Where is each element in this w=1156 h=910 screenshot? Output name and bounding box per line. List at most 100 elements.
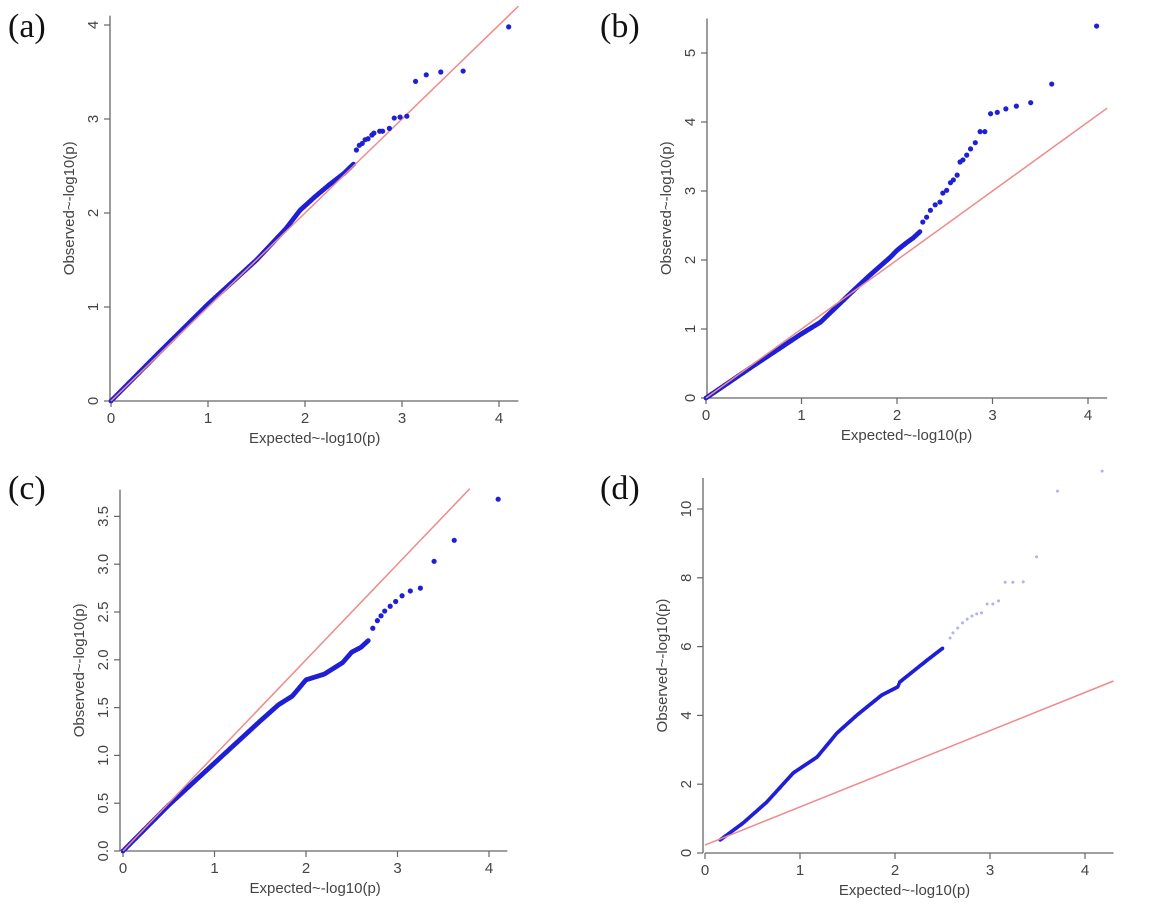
qq-point-tail (359, 140, 365, 147)
qq-point-tail (940, 190, 946, 196)
qq-point-tail (387, 603, 393, 609)
y-tick-label: 2 (85, 209, 102, 217)
qq-point-tail (365, 136, 371, 142)
qq-point-tail (965, 617, 969, 621)
x-tick-label: 3 (988, 407, 996, 424)
qq-point-tail (1028, 100, 1034, 106)
qq-point-tail (407, 588, 413, 594)
y-tick-label: 10 (678, 501, 695, 518)
panel-d: (d) 0 1 2 3 4 0 2 4 6 8 10 Expected~-log10(p) Observ… (578, 455, 1156, 910)
qq-point-tail (1035, 555, 1039, 559)
qq-point-tail (399, 593, 405, 599)
panel-b: (b) 0 1 2 3 4 0 1 2 3 4 5 Expected~-log10(p) Observe… (578, 0, 1156, 455)
y-tick-label: 2 (682, 256, 699, 264)
qq-point-tail (386, 125, 392, 131)
x-axis-title: Expected~-log10(p) (841, 427, 972, 444)
qq-point-tail (964, 152, 970, 158)
qq-point-tail (920, 219, 926, 225)
reference-line (122, 488, 471, 852)
qq-point-tail (495, 496, 501, 502)
qq-plot-d: 0 1 2 3 4 0 2 4 6 8 10 Expected~-log10(p) Observed~-… (654, 469, 1114, 899)
y-tick-label: 2.0 (95, 649, 112, 670)
panel-label-d: (d) (600, 470, 640, 507)
qq-point-tail (994, 109, 1000, 115)
qq-point-tail (1021, 580, 1025, 584)
qq-point-tail (970, 614, 974, 618)
x-tick-label: 2 (893, 407, 901, 424)
y-axis-title: Observed~-log10(p) (654, 599, 671, 733)
x-tick-label: 4 (1084, 407, 1092, 424)
qq-point-tail (393, 598, 399, 605)
qq-point-tail (391, 115, 397, 121)
y-axis-title: Observed~-log10(p) (71, 603, 88, 737)
x-tick-label: 3 (393, 860, 401, 877)
qq-point-tail (956, 626, 960, 630)
y-tick-label: 3.0 (95, 554, 112, 575)
x-axis-title: Expected~-log10(p) (249, 430, 380, 447)
qq-point-tail (985, 602, 989, 606)
y-tick-label: 8 (678, 574, 695, 582)
qq-point-tail (1055, 489, 1059, 493)
reference-line (110, 5, 519, 402)
y-tick-label: 2.5 (95, 602, 112, 623)
x-tick-label: 1 (797, 407, 805, 424)
qq-point-tail (380, 128, 386, 134)
y-tick-label: 3.5 (95, 506, 112, 527)
x-tick-label: 4 (1081, 862, 1089, 879)
qq-point-tail (1094, 23, 1100, 29)
y-tick-label: 1.0 (95, 745, 112, 766)
qq-point-tail (371, 130, 377, 136)
qq-point-tail (944, 187, 950, 193)
qq-point-tail (1003, 580, 1007, 584)
y-tick-label: 0 (678, 849, 695, 857)
qq-point-tail (438, 69, 444, 75)
qq-point-tail (948, 636, 952, 640)
y-tick-label: 0 (682, 394, 699, 402)
y-tick-label: 3 (85, 115, 102, 123)
qq-plot-b: 0 1 2 3 4 0 1 2 3 4 5 Expected~-log10(p) Observed~-l… (658, 18, 1108, 444)
qq-point-tail (397, 114, 403, 120)
qq-point (917, 229, 923, 235)
y-tick-label: 4 (85, 21, 102, 29)
qq-point-tail (927, 207, 934, 213)
qq-point-tail (960, 157, 966, 163)
x-tick-label: 2 (891, 862, 899, 879)
y-tick-label: 4 (682, 118, 699, 126)
y-axis-title: Observed~-log10(p) (61, 141, 78, 275)
qq-point-tail (960, 621, 964, 625)
qq-point-tail (1100, 469, 1104, 473)
x-axis-title: Expected~-log10(p) (839, 882, 970, 899)
qq-point-tail (423, 72, 429, 78)
y-tick-label: 0.5 (95, 793, 112, 814)
qq-point (365, 638, 371, 644)
x-tick-label: 1 (204, 410, 212, 427)
panel-c: (c) 0 1 2 3 4 0.0 0.5 1.0 1.5 2.0 2.5 3.0 3.5 Expecte… (0, 455, 578, 910)
qq-point-tail (937, 199, 943, 205)
qq-point-tail (378, 613, 384, 619)
qq-point-tail (1049, 81, 1055, 87)
qq-point-tail (975, 612, 979, 616)
x-tick-label: 3 (398, 410, 406, 427)
x-tick-label: 1 (210, 860, 218, 877)
qq-point-tail (967, 146, 974, 152)
qq-point-tail (932, 202, 938, 208)
y-tick-label: 0 (85, 397, 102, 405)
x-tick-label: 4 (485, 860, 493, 877)
panel-a: (a) 0 1 2 3 4 0 1 2 3 4 Expected~-log10(p) Observed… (0, 0, 578, 455)
qq-point-tail (951, 631, 955, 635)
qq-plot-c: 0 1 2 3 4 0.0 0.5 1.0 1.5 2.0 2.5 3.0 3.5 Expected~-l… (71, 488, 508, 897)
qq-point-tail (404, 113, 410, 119)
qq-point-tail (954, 172, 960, 178)
x-tick-label: 3 (986, 862, 994, 879)
qq-point-tail (417, 585, 423, 591)
y-tick-label: 1.5 (95, 697, 112, 718)
qq-point-tail (412, 78, 419, 84)
y-tick-label: 1 (682, 325, 699, 333)
x-tick-label: 0 (107, 410, 115, 427)
qq-point-tail (1003, 106, 1009, 112)
y-tick-label: 6 (678, 642, 695, 650)
x-tick-label: 2 (301, 410, 309, 427)
qq-point-tail (972, 140, 978, 146)
qq-point-tail (977, 129, 983, 135)
x-tick-label: 2 (302, 860, 310, 877)
